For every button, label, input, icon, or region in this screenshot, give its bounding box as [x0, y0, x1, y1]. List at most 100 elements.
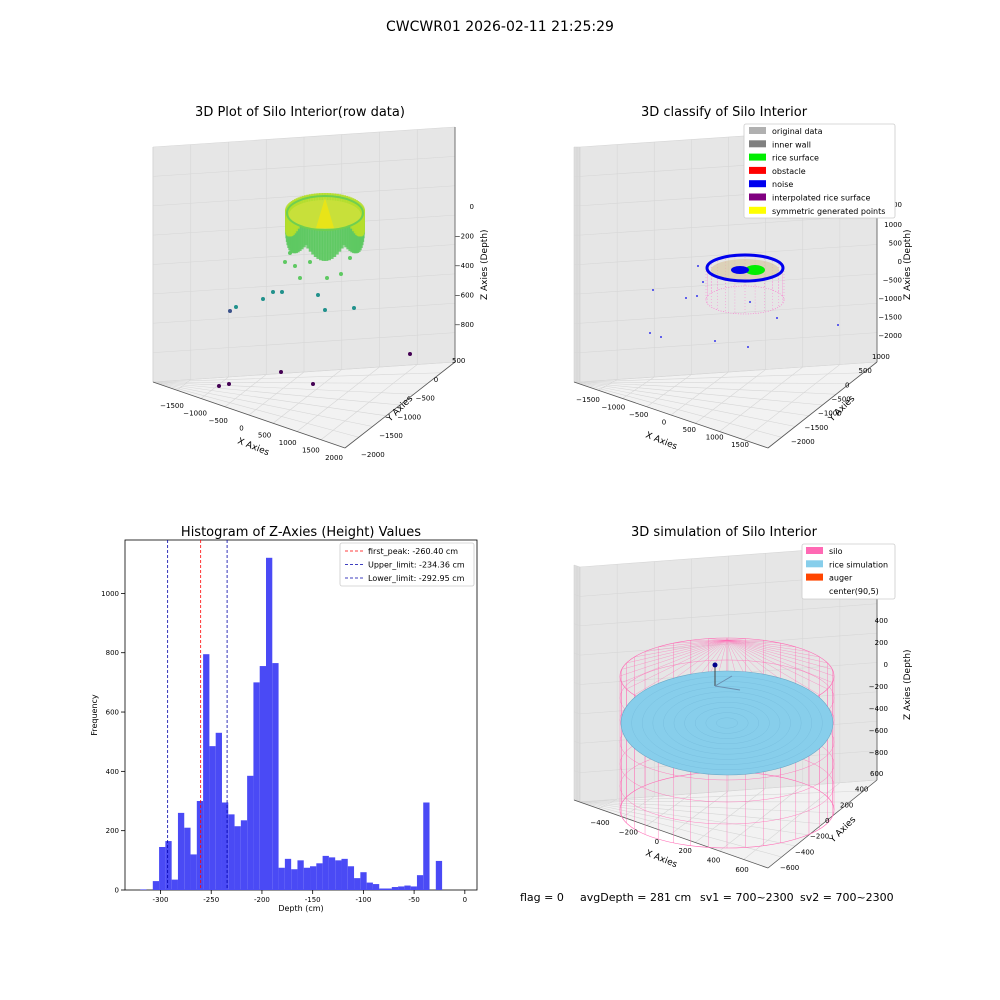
z-axis-label: Z Axies (Depth): [903, 229, 913, 300]
rice-surface: [642, 681, 812, 765]
data-point: [299, 223, 304, 250]
plot-area: [217, 193, 412, 388]
grid-line: [719, 785, 803, 852]
data-point: [348, 222, 353, 252]
tick-label: −500: [209, 417, 228, 425]
silo-wire: [621, 639, 728, 683]
histogram-bar: [347, 866, 355, 890]
grid-line: [695, 369, 766, 424]
silo-wire: [726, 639, 781, 644]
grid-line: [579, 372, 864, 383]
histogram-bar: [410, 886, 417, 890]
legend-label: first_peak: -260.40 cm: [368, 547, 458, 556]
silo-wire: [673, 639, 728, 644]
y-axis-line: [767, 779, 878, 869]
tick-label: −1000: [183, 409, 207, 417]
x-tick-label: -150: [305, 896, 321, 904]
grid-line: [743, 782, 841, 860]
histogram-bar: [196, 801, 204, 890]
grid-line: [719, 366, 803, 432]
tick-label: −400: [795, 848, 814, 856]
grid-line: [577, 381, 837, 395]
legend-label: Upper_limit: -234.36 cm: [368, 561, 465, 570]
data-point: [334, 226, 339, 255]
y-tick-label: 0: [115, 887, 119, 895]
flag-text: flag = 0: [520, 891, 564, 904]
tick-label: −500: [832, 396, 851, 404]
panel-title: Histogram of Z-Axies (Height) Values: [181, 525, 421, 540]
y-tick-label: 200: [106, 827, 119, 835]
panel-title: 3D simulation of Silo Interior: [631, 525, 818, 540]
histogram-bar: [310, 866, 317, 890]
center-marker: [712, 662, 718, 668]
data-point: [352, 306, 356, 310]
tick-label: 200: [875, 639, 888, 647]
silo-wire: [726, 639, 796, 648]
rice-surface: [631, 676, 823, 770]
data-point: [332, 226, 337, 258]
tick-label: −1000: [601, 404, 625, 412]
tick-label: 600: [735, 866, 748, 874]
data-point: [324, 226, 329, 261]
histogram-bar: [234, 826, 241, 890]
grid-line: [152, 156, 456, 177]
tick-label: −800: [869, 749, 888, 757]
histogram-bar: [360, 872, 367, 890]
data-point: [342, 224, 346, 246]
histogram-bar: [354, 878, 361, 890]
tick-label: 400: [855, 786, 868, 794]
tick-label: −600: [869, 727, 888, 735]
legend: silo rice simulation auger center(90,5): [801, 543, 896, 600]
x-tick-label: -50: [408, 896, 419, 904]
data-point: [311, 226, 316, 255]
data-point: [685, 297, 687, 299]
sv1-text: sv1 = 700~2300: [700, 891, 794, 904]
silo-wire: [626, 639, 728, 690]
legend-label: obstacle: [772, 167, 806, 176]
data-point: [228, 309, 232, 313]
y-axis-line: [344, 361, 456, 449]
histogram-bar: [221, 802, 229, 890]
tick-label: 600: [870, 770, 883, 778]
histogram-bar: [209, 746, 216, 890]
silo-wire: [726, 639, 820, 696]
data-point: [702, 281, 704, 283]
sv2-text: sv2 = 700~2300: [800, 891, 894, 904]
y-tick-label: 1000: [101, 590, 119, 598]
data-point: [344, 224, 349, 248]
histogram-bar: [247, 775, 254, 890]
silo-wire: [708, 638, 728, 641]
y-tick-label: 800: [106, 649, 119, 657]
tick-label: 0: [825, 817, 829, 825]
histogram-bar: [303, 867, 311, 890]
auger: [714, 685, 741, 691]
tick-label: 500: [683, 426, 696, 434]
histogram-bar: [165, 841, 172, 890]
data-point: [323, 308, 327, 312]
avg-depth-text: avgDepth = 281 cm: [580, 891, 691, 904]
data-point: [313, 226, 318, 258]
z-axis-label: Z Axies (Depth): [903, 649, 913, 720]
legend-frame: [743, 123, 896, 219]
z-axis-label: Z Axies (Depth): [480, 229, 490, 300]
tick-label: −1500: [160, 402, 184, 410]
histogram-bar: [284, 858, 292, 890]
data-point: [321, 226, 326, 261]
grid-line: [152, 381, 414, 395]
histogram-bar: [379, 888, 386, 890]
legend-swatch: [806, 547, 823, 554]
histogram-bar: [398, 886, 405, 890]
tick-label: 1500: [731, 441, 749, 449]
legend-label: rice surface: [772, 154, 819, 163]
data-point: [747, 346, 749, 348]
legend-label: auger: [829, 574, 853, 583]
x-axis-label: X Axies: [236, 437, 271, 459]
histogram-bar: [423, 802, 430, 890]
tick-label: 1000: [706, 434, 724, 442]
rice-surface: [705, 712, 749, 734]
tick-label: 500: [889, 240, 902, 248]
tick-label: 500: [859, 367, 872, 375]
